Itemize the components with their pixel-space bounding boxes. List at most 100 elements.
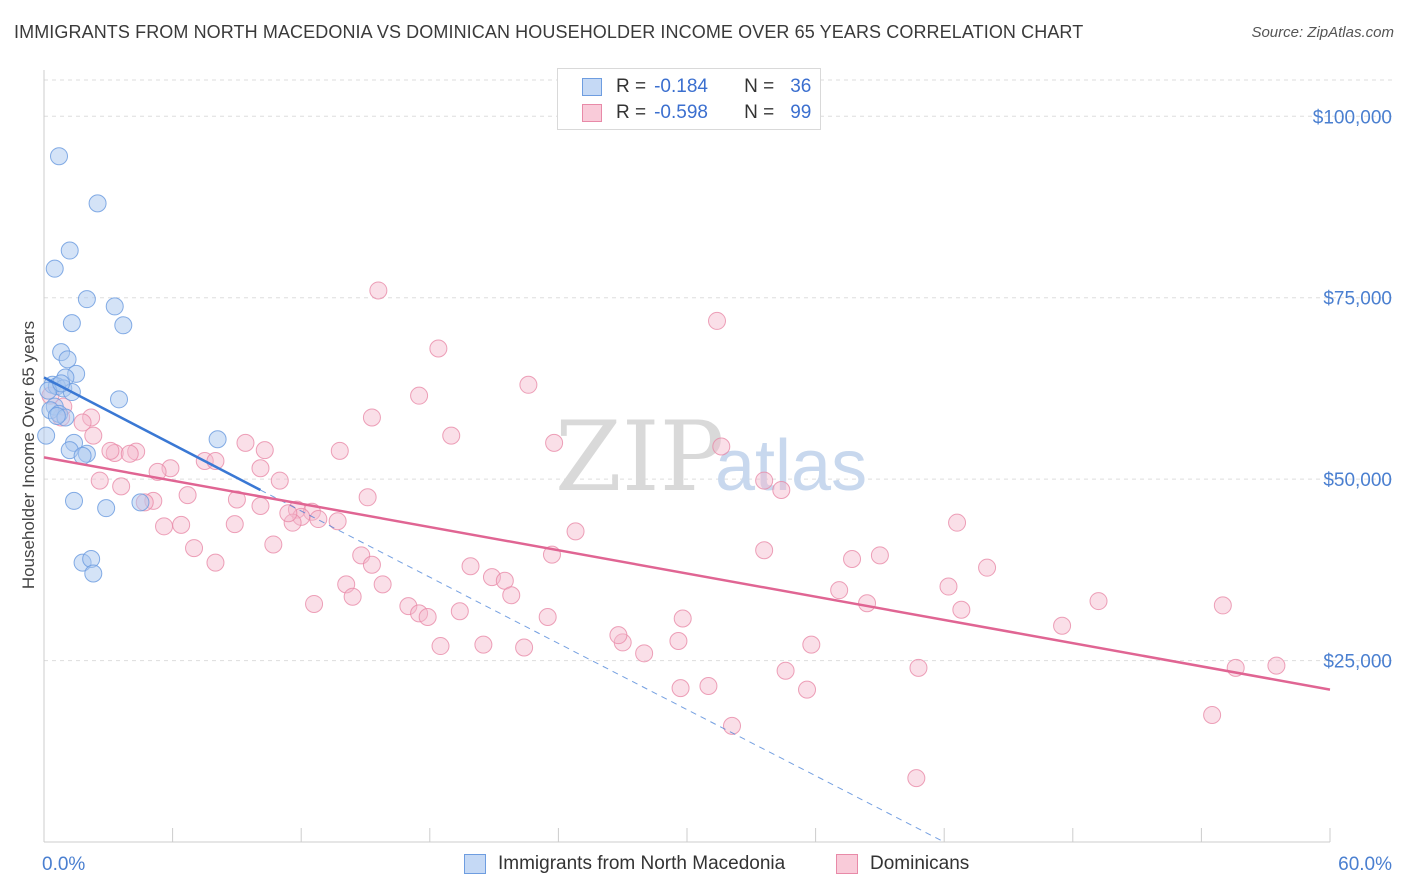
blue-swatch (582, 78, 602, 96)
n-label: N = (744, 76, 775, 97)
axes (43, 70, 1331, 843)
x-tick-label-min: 0.0% (42, 854, 85, 875)
r-value: -0.598 (654, 102, 708, 123)
dominicans-point (952, 600, 971, 619)
macedonia-point (62, 314, 81, 333)
dominicans-point (309, 510, 328, 529)
macedonia-point (50, 147, 69, 166)
dominicans-point (673, 609, 692, 628)
y-tick-label: $25,000 (1323, 652, 1392, 673)
macedonia-point (65, 491, 84, 510)
dominicans-point (358, 488, 377, 507)
macedonia-point (88, 194, 107, 213)
n-value: 99 (790, 102, 812, 123)
dominicans-point (635, 644, 654, 663)
dominicans-point (669, 631, 688, 650)
macedonia-point (77, 290, 96, 309)
dominicans-point (330, 441, 349, 460)
macedonia-point (105, 297, 124, 316)
grid-lines (44, 79, 1392, 662)
legend-row-macedonia: R = -0.184 N = 36 (582, 76, 811, 98)
watermark: ZIP atlas (555, 401, 867, 513)
dominicans-point (708, 311, 727, 330)
dominicans-point (442, 426, 461, 445)
dominicans-point (1213, 596, 1232, 615)
y-axis-label: Householder Income Over 65 years (19, 321, 38, 589)
macedonia-point (110, 390, 129, 409)
macedonia-point (114, 316, 133, 335)
dominicans-point (978, 558, 997, 577)
dominicans-point (251, 459, 270, 478)
dominicans-point (671, 679, 690, 698)
dominicans-point (699, 676, 718, 695)
dominicans-point (461, 557, 480, 576)
dominicans-point (362, 555, 381, 574)
source-label: Source: ZipAtlas.com (1251, 24, 1394, 41)
dominicans-point (399, 597, 418, 616)
r-value: -0.184 (654, 76, 708, 97)
bottom-legend-macedonia: Immigrants from North Macedonia (464, 852, 785, 876)
dominicans-point (429, 339, 448, 358)
dominicans-point (73, 413, 92, 432)
y-tick-label: $100,000 (1313, 107, 1392, 128)
pink-swatch (582, 104, 602, 122)
chart-title: IMMIGRANTS FROM NORTH MACEDONIA VS DOMIN… (14, 22, 1084, 42)
tick-labels: $25,000 $50,000 $75,000 $100,000 0.0% 60.0% (42, 107, 1392, 875)
macedonia-point (47, 407, 66, 426)
dominicans-point (84, 426, 103, 445)
dominicans-point (755, 471, 774, 490)
n-label: N = (744, 102, 775, 123)
dominicans-point (206, 553, 225, 572)
watermark-zip: ZIP (555, 401, 724, 513)
dominicans-point (283, 513, 302, 532)
correlation-legend: R = -0.184 N = 36 R = -0.598 N = 99 (557, 68, 821, 130)
macedonia-point (208, 430, 227, 449)
dominicans-point (82, 408, 101, 427)
dominicans-point (538, 608, 557, 627)
dominicans-point (712, 437, 731, 456)
watermark-atlas: atlas (715, 426, 867, 506)
dominicans-point (1053, 616, 1072, 635)
dominicans-point (802, 635, 821, 654)
dominicans-trend-line (43, 456, 1331, 691)
r-label: R = (616, 102, 647, 123)
dominicans-point (1203, 706, 1222, 724)
dominicans-point (609, 626, 628, 645)
macedonia-point (45, 259, 64, 278)
x-tick-label-max: 60.0% (1338, 854, 1392, 875)
dominicans-point (755, 541, 774, 560)
dominicans-point (450, 602, 469, 621)
dominicans-point (251, 496, 270, 515)
dominicans-point (255, 441, 274, 460)
dominicans-point (502, 586, 521, 605)
macedonia-point (58, 350, 77, 369)
macedonia-point (60, 241, 79, 260)
dominicans-point (270, 471, 289, 490)
dominicans-point (909, 658, 928, 677)
dominicans-point (545, 433, 564, 452)
dominicans-point (474, 635, 493, 654)
dominicans-point (772, 481, 791, 500)
dominicans-point (418, 608, 437, 627)
dominicans-point (843, 549, 862, 568)
dominicans-point (328, 512, 347, 531)
dominicans-point (907, 769, 926, 788)
dominicans-point (1267, 656, 1286, 675)
legend-label-dominicans: Dominicans (870, 853, 970, 874)
macedonia-trend-line (43, 376, 262, 492)
dominicans-point (566, 522, 585, 541)
dominicans-point (830, 581, 849, 600)
n-value: 36 (790, 76, 812, 97)
trend-lines (43, 376, 1331, 843)
pink-swatch (836, 854, 858, 874)
macedonia-trend-extension (260, 489, 945, 843)
dominicans-point (305, 594, 324, 613)
dominicans-point (369, 281, 388, 300)
dominicans-point (112, 477, 131, 496)
dominicans-point (127, 442, 146, 461)
dominicans-point (362, 408, 381, 427)
dominicans-point (185, 539, 204, 558)
dominicans-point (798, 680, 817, 699)
dominicans-point (431, 637, 450, 656)
